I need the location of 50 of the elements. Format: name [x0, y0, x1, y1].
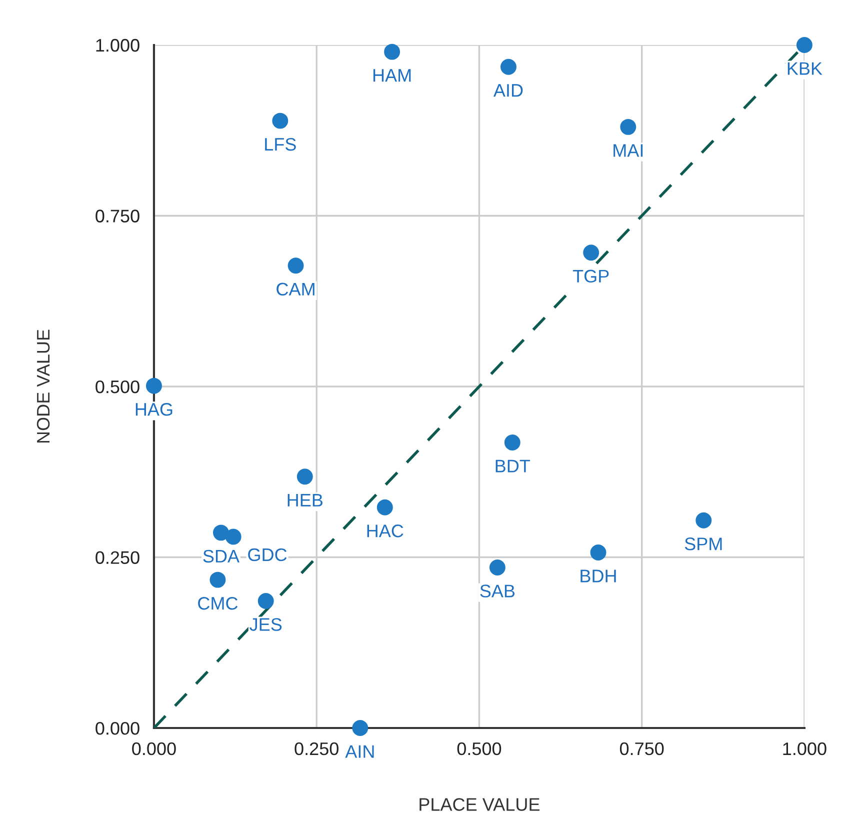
- point: [489, 560, 506, 576]
- x-tick-label: 1.000: [783, 742, 826, 756]
- point: [210, 572, 226, 588]
- y-tick-label: 0.750: [96, 210, 140, 222]
- y-tick-label: 0.000: [96, 722, 140, 735]
- annotation: JES: [250, 618, 282, 631]
- point: [272, 112, 288, 129]
- y-tick-label: 0.250: [96, 551, 140, 564]
- annotation: HAC: [367, 524, 404, 538]
- point: [583, 244, 600, 261]
- annotation: AIN: [345, 745, 374, 758]
- x-tick-label: 0.500: [457, 742, 502, 756]
- point: [376, 499, 393, 516]
- annotation: AID: [493, 84, 523, 97]
- annotation: HAM: [373, 69, 411, 82]
- annotation: KBK: [788, 62, 822, 75]
- point: [146, 378, 162, 394]
- annotation: SDA: [203, 550, 240, 563]
- annotation: HAG: [136, 402, 172, 416]
- annotation: SAB: [480, 584, 515, 598]
- y-tick-label: 0.500: [96, 380, 140, 394]
- point: [225, 528, 242, 545]
- point: [212, 524, 229, 541]
- point: [696, 512, 712, 528]
- annotation: SPM: [684, 538, 722, 550]
- annotation: HEB: [288, 494, 322, 506]
- point: [504, 434, 520, 450]
- y-axis-title: NODE VALUE: [36, 330, 50, 443]
- point: [296, 468, 313, 485]
- annotation: CMC: [198, 596, 238, 610]
- annotation: LFS: [265, 138, 296, 151]
- x-axis-title: PLACE VALUE: [420, 798, 540, 811]
- annotation: CAM: [276, 282, 314, 296]
- point: [288, 258, 304, 274]
- annotation: BDT: [496, 460, 530, 472]
- x-tick-label: 0.000: [132, 742, 176, 756]
- point: [500, 58, 516, 75]
- x-tick-label: 0.750: [620, 742, 664, 756]
- annotation: BDH: [580, 570, 616, 582]
- x-tick-label: 0.250: [294, 742, 338, 756]
- y-tick-label: 1.000: [96, 38, 140, 52]
- point: [620, 118, 636, 135]
- annotation: TGP: [572, 270, 609, 283]
- point: [796, 37, 812, 53]
- annotation: MAI: [614, 144, 643, 157]
- point: [590, 544, 606, 560]
- point: [384, 44, 400, 60]
- point: [352, 720, 368, 736]
- annotation: GDC: [248, 548, 287, 562]
- point: [258, 593, 274, 609]
